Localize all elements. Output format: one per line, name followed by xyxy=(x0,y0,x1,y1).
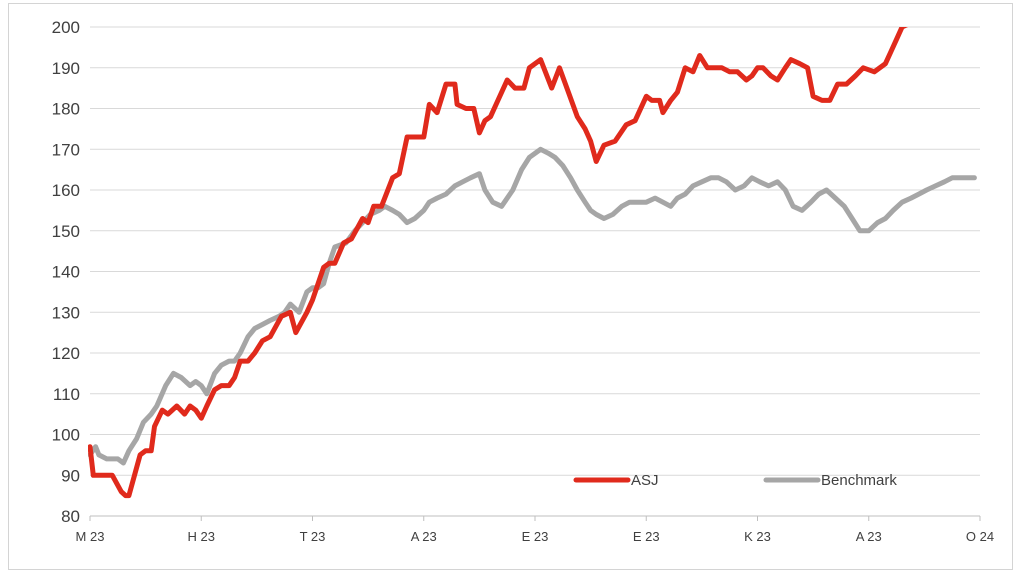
series-line-asj xyxy=(88,27,909,499)
x-tick-label: K 23 xyxy=(744,529,771,544)
y-tick-label: 100 xyxy=(52,426,80,445)
y-tick-label: 120 xyxy=(52,344,80,363)
axes: 80 90 100 110 120 130 140 150 160 170 180 190 200 M 2… xyxy=(52,18,994,544)
y-tick-label: 80 xyxy=(61,507,80,526)
y-tick-label: 160 xyxy=(52,181,80,200)
line-chart: 80 90 100 110 120 130 140 150 160 170 180 190 200 M 2… xyxy=(52,18,994,544)
y-tick-label: 90 xyxy=(61,466,80,485)
series-line-benchmark xyxy=(88,146,977,466)
gridlines xyxy=(90,26,980,517)
x-tick-label: H 23 xyxy=(188,529,215,544)
y-tick-label: 180 xyxy=(52,100,80,119)
y-tick-label: 170 xyxy=(52,140,80,159)
x-tick-label: T 23 xyxy=(300,529,326,544)
x-tick-label: E 23 xyxy=(522,529,549,544)
y-tick-label: 140 xyxy=(52,263,80,282)
legend-label-asj: ASJ xyxy=(631,472,659,489)
x-tick-label: E 23 xyxy=(633,529,660,544)
series-lines xyxy=(88,27,977,499)
x-tick-label: A 23 xyxy=(411,529,437,544)
x-tick-label: M 23 xyxy=(76,529,105,544)
x-tick-label: O 24 xyxy=(966,529,994,544)
legend-label-benchmark: Benchmark xyxy=(821,472,897,489)
y-tick-label: 110 xyxy=(53,385,80,404)
y-tick-label: 200 xyxy=(52,18,80,37)
y-tick-label: 190 xyxy=(52,59,80,78)
y-tick-label: 150 xyxy=(52,222,80,241)
chart-frame: 80 90 100 110 120 130 140 150 160 170 180 190 200 M 2… xyxy=(8,3,1013,570)
y-tick-label: 130 xyxy=(52,303,80,322)
legend: ASJ Benchmark xyxy=(573,472,897,489)
x-tick-label: A 23 xyxy=(856,529,882,544)
